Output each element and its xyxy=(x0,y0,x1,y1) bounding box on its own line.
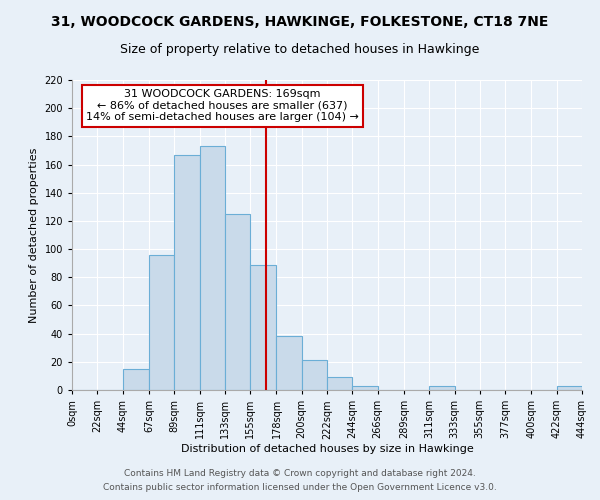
Bar xyxy=(429,386,455,390)
Text: Contains HM Land Registry data © Crown copyright and database right 2024.: Contains HM Land Registry data © Crown c… xyxy=(124,468,476,477)
Bar xyxy=(174,154,199,390)
Text: Contains public sector information licensed under the Open Government Licence v3: Contains public sector information licen… xyxy=(103,484,497,492)
Text: Size of property relative to detached houses in Hawkinge: Size of property relative to detached ho… xyxy=(121,42,479,56)
Y-axis label: Number of detached properties: Number of detached properties xyxy=(29,148,39,322)
Bar xyxy=(302,360,327,390)
X-axis label: Distribution of detached houses by size in Hawkinge: Distribution of detached houses by size … xyxy=(181,444,473,454)
Bar xyxy=(352,386,377,390)
Text: 31 WOODCOCK GARDENS: 169sqm
← 86% of detached houses are smaller (637)
14% of se: 31 WOODCOCK GARDENS: 169sqm ← 86% of det… xyxy=(86,90,359,122)
Bar xyxy=(557,386,582,390)
Bar xyxy=(277,336,302,390)
Bar xyxy=(225,214,250,390)
Bar xyxy=(327,378,352,390)
Bar xyxy=(149,254,174,390)
Bar xyxy=(250,264,277,390)
Bar xyxy=(122,369,149,390)
Bar xyxy=(199,146,225,390)
Text: 31, WOODCOCK GARDENS, HAWKINGE, FOLKESTONE, CT18 7NE: 31, WOODCOCK GARDENS, HAWKINGE, FOLKESTO… xyxy=(52,15,548,29)
